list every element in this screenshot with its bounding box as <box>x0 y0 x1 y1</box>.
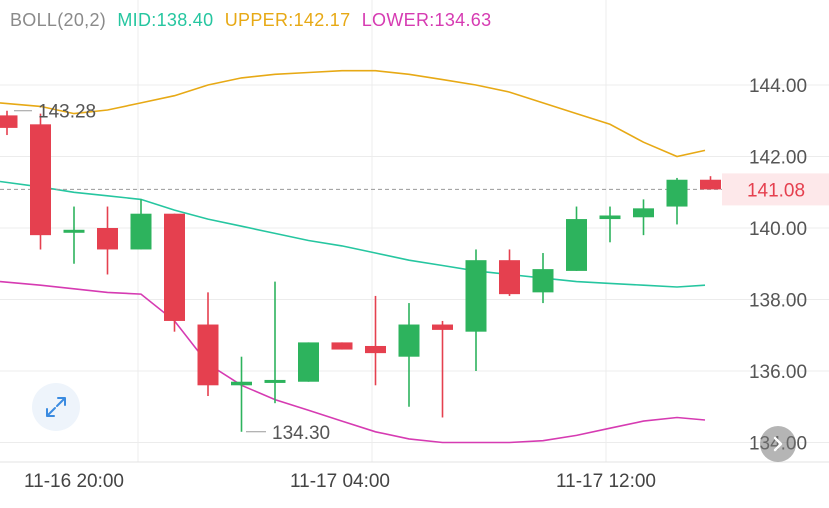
y-tick-label: 136.00 <box>749 362 807 383</box>
legend-name: BOLL(20,2) <box>10 10 107 30</box>
y-tick-label: 144.00 <box>749 76 807 97</box>
candle-body <box>63 229 85 233</box>
current-price-tag-bg <box>722 173 829 206</box>
current-price-label: 141.08 <box>747 180 805 201</box>
candle-body <box>465 260 487 332</box>
legend-lower: LOWER:134.63 <box>361 10 492 30</box>
candle-body <box>666 179 688 207</box>
chevron-right-icon <box>773 436 783 452</box>
boll-legend: BOLL(20,2) MID:138.40 UPPER:142.17 LOWER… <box>10 10 497 31</box>
candle-body <box>0 115 18 128</box>
candle-body <box>97 228 118 250</box>
candle-body <box>298 342 319 382</box>
candle-body <box>700 179 721 190</box>
candle-body <box>130 213 152 250</box>
candle-body <box>30 124 51 236</box>
mid-band-line <box>0 180 706 288</box>
x-tick-label: 11-17 12:00 <box>556 471 656 492</box>
y-tick-label: 138.00 <box>749 291 807 312</box>
candle-body <box>599 215 621 220</box>
upper-band-line <box>0 69 706 158</box>
legend-upper: UPPER:142.17 <box>224 10 351 30</box>
candle-body <box>432 324 453 330</box>
x-tick-label: 11-17 04:00 <box>290 471 390 492</box>
x-tick-label: 11-16 20:00 <box>24 471 124 492</box>
y-tick-label: 142.00 <box>749 148 807 169</box>
candle-body <box>164 213 185 321</box>
candle-body <box>231 381 252 386</box>
candle-body <box>398 324 420 357</box>
lower-band-line <box>0 280 706 444</box>
candle-body <box>633 208 654 218</box>
candle-body <box>197 324 219 386</box>
candle-body <box>566 219 587 271</box>
low-price-label: 134.30 <box>272 423 330 444</box>
legend-mid: MID:138.40 <box>117 10 214 30</box>
candle-body <box>264 379 286 383</box>
candle-body <box>331 342 353 350</box>
scroll-right-button[interactable] <box>760 426 796 462</box>
candle-body <box>365 345 386 354</box>
expand-arrows-icon <box>46 397 66 417</box>
y-tick-label: 140.00 <box>749 219 807 240</box>
candle-body <box>499 260 520 295</box>
candle-body <box>532 269 554 293</box>
high-price-label: 143.28 <box>38 102 96 123</box>
expand-button[interactable] <box>32 383 80 431</box>
